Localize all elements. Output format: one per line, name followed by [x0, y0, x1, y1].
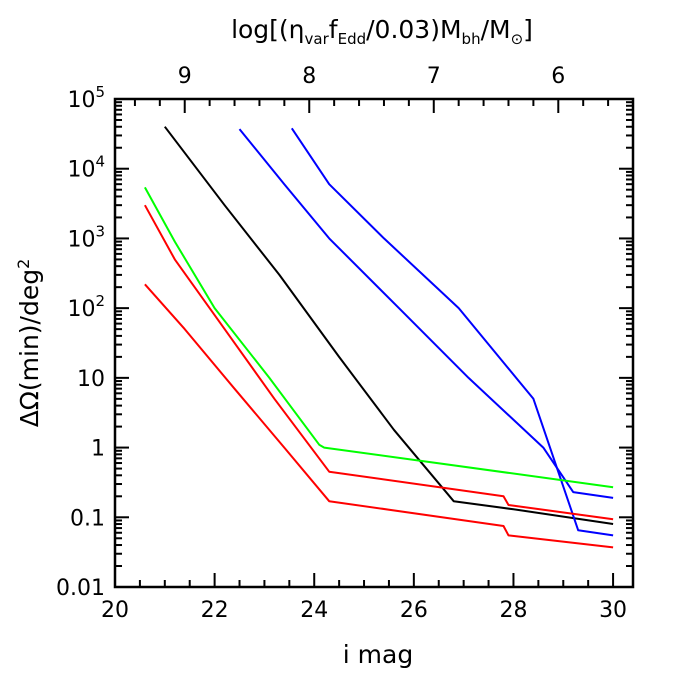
series-line-5 [144, 204, 614, 521]
x-tick-label: 30 [599, 598, 627, 623]
ticks-layer [114, 98, 634, 588]
y-tick-label: 10 [77, 367, 105, 392]
x-tick-label: 26 [400, 598, 428, 623]
top-label-c: /0.03)M [366, 15, 461, 44]
top-tick-label: 8 [302, 64, 316, 89]
x-axis-label: i mag [343, 640, 413, 669]
top-label-d-sub: ⊙ [511, 30, 524, 48]
top-label-b: f [329, 15, 339, 44]
y-tick-label-base: 10 [67, 297, 95, 322]
y-tick-label-base: 10 [67, 158, 95, 183]
y-tick-label: 102 [67, 292, 105, 322]
series-line-2 [238, 128, 614, 499]
y-tick-label: 1 [91, 437, 105, 462]
y-tick-label-exponent: 2 [95, 292, 105, 310]
y-tick-label: 105 [67, 83, 105, 113]
y-tick-label-exponent: 5 [95, 83, 105, 101]
y-tick-label: 104 [67, 153, 105, 183]
x-tick-label: 24 [300, 598, 328, 623]
top-label-d: /M [481, 15, 511, 44]
series-line-3 [290, 127, 614, 537]
top-tick-label: 7 [427, 64, 441, 89]
plot-frame [113, 97, 635, 589]
x-tick-label: 20 [101, 598, 129, 623]
top-label-a: log[(η [231, 15, 304, 44]
y-tick-label: 0.1 [70, 506, 105, 531]
y-tick-label-exponent: 3 [95, 222, 105, 240]
top-label-c-sub: bh [462, 30, 481, 48]
y-tick-label: 103 [67, 222, 105, 252]
top-label-e: ] [523, 15, 533, 44]
x-tick-label: 22 [201, 598, 229, 623]
x-tick-label: 28 [499, 598, 527, 623]
y-axis-label-sup: 2 [14, 259, 33, 269]
y-tick-label-exponent: 4 [95, 153, 105, 171]
series-line-1 [164, 126, 614, 525]
top-tick-label: 9 [178, 64, 192, 89]
series-line-6 [144, 283, 614, 549]
top-tick-label: 6 [551, 64, 565, 89]
y-tick-label-base: 10 [67, 227, 95, 252]
top-label-a-sub: var [305, 30, 330, 48]
y-axis-label-main: ΔΩ(min)/deg [15, 269, 44, 427]
y-tick-label: 0.01 [56, 576, 105, 601]
y-tick-label-base: 10 [67, 88, 95, 113]
y-axis-label: ΔΩ(min)/deg2 [14, 259, 44, 428]
top-label-b-sub: Edd [338, 30, 367, 48]
series-layer [144, 126, 614, 549]
series-line-4 [144, 186, 614, 489]
top-axis-label: log[(ηvarfEdd/0.03)Mbh/M⊙] [231, 15, 533, 48]
